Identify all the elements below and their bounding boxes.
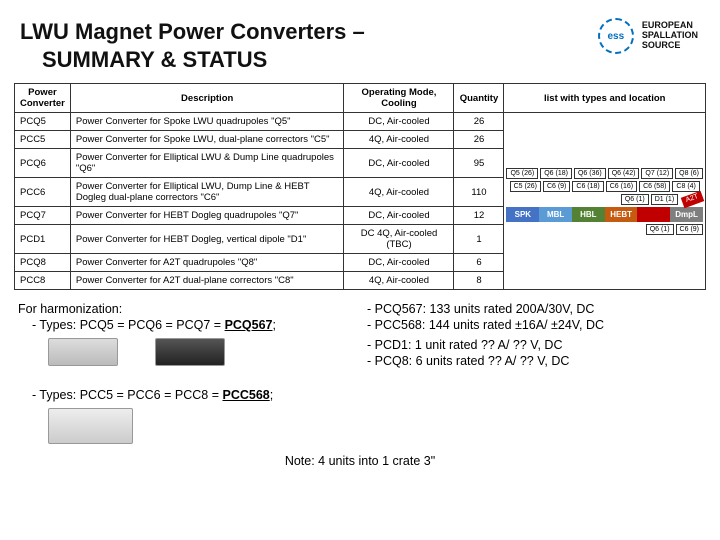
table-cell: Power Converter for Spoke LWU, dual-plan… (70, 131, 344, 149)
table-cell: 26 (454, 131, 504, 149)
type-line-1: - Types: PCQ5 = PCQ6 = PCQ7 = PCQ567; (18, 318, 353, 332)
diagram-box: C6 (9) (543, 181, 570, 192)
diagram-box: Q7 (12) (641, 168, 673, 179)
diagram-box: C8 (4) (672, 181, 699, 192)
table-cell: PCQ5 (15, 113, 71, 131)
spec-line-4: - PCQ8: 6 units rated ?? A/ ?? V, DC (367, 354, 702, 368)
diagram-box: C6 (18) (572, 181, 603, 192)
table-cell: 4Q, Air-cooled (344, 272, 454, 290)
segment: MBL (539, 207, 572, 222)
table-cell: DC 4Q, Air-cooled (TBC) (344, 225, 454, 254)
diagram-box: C6 (9) (676, 224, 703, 235)
table-cell: PCC8 (15, 272, 71, 290)
logo: ess EUROPEAN SPALLATION SOURCE (598, 18, 698, 54)
table-cell: Power Converter for HEBT Dogleg quadrupo… (70, 207, 344, 225)
diagram-box: Q6 (42) (608, 168, 640, 179)
table-cell: DC, Air-cooled (344, 254, 454, 272)
segment: DmpL (670, 207, 703, 222)
table-header: Description (70, 84, 344, 113)
table-cell: 6 (454, 254, 504, 272)
spec-line-2: - PCC568: 144 units rated ±16A/ ±24V, DC (367, 318, 702, 332)
title-line2: SUMMARY & STATUS (20, 46, 365, 74)
table-cell: PCC5 (15, 131, 71, 149)
table-header: Power Converter (15, 84, 71, 113)
table-cell: 1 (454, 225, 504, 254)
device-image-3 (48, 408, 133, 444)
table-cell: Power Converter for A2T dual-plane corre… (70, 272, 344, 290)
footer-note: Note: 4 units into 1 crate 3" (0, 448, 720, 468)
segment: SPK (506, 207, 539, 222)
segment (637, 207, 670, 222)
table-cell: PCQ6 (15, 149, 71, 178)
diagram-box: Q6 (1) (621, 194, 649, 205)
table-cell: Power Converter for A2T quadrupoles "Q8" (70, 254, 344, 272)
diagram-box: Q6 (36) (574, 168, 606, 179)
a2t-badge: A2T (681, 190, 704, 207)
type2-bold: PCC568 (222, 388, 269, 402)
type2-suffix: ; (270, 388, 273, 402)
table-cell: Power Converter for Elliptical LWU, Dump… (70, 178, 344, 207)
table-cell: PCQ7 (15, 207, 71, 225)
table-cell: DC, Air-cooled (344, 149, 454, 178)
diagram-box: Q6 (18) (540, 168, 572, 179)
table-header: Quantity (454, 84, 504, 113)
table-cell: Power Converter for HEBT Dogleg, vertica… (70, 225, 344, 254)
harmonization-heading: For harmonization: (18, 302, 353, 316)
table-cell: DC, Air-cooled (344, 113, 454, 131)
segment: HBL (572, 207, 605, 222)
logo-text: EUROPEAN SPALLATION SOURCE (642, 21, 698, 51)
table-header: Operating Mode, Cooling (344, 84, 454, 113)
harmonization-block: For harmonization: - Types: PCQ5 = PCQ6 … (18, 302, 353, 448)
diagram-box: D1 (1) (651, 194, 678, 205)
table-cell: 4Q, Air-cooled (344, 131, 454, 149)
spec-line-1: - PCQ567: 133 units rated 200A/30V, DC (367, 302, 702, 316)
location-diagram: Q5 (26)Q6 (18)Q6 (36)Q6 (42)Q7 (12)Q8 (6… (506, 168, 703, 235)
diagram-box: C6 (58) (639, 181, 670, 192)
table-cell: 8 (454, 272, 504, 290)
specs-block: - PCQ567: 133 units rated 200A/30V, DC -… (367, 302, 702, 448)
table-cell: 95 (454, 149, 504, 178)
diagram-box: Q5 (26) (506, 168, 538, 179)
diagram-box: Q8 (6) (675, 168, 703, 179)
title-line1: LWU Magnet Power Converters – (20, 19, 365, 44)
type1-bold: PCQ567 (225, 318, 273, 332)
table-cell: PCD1 (15, 225, 71, 254)
type1-suffix: ; (273, 318, 276, 332)
diagram-box: C6 (16) (606, 181, 637, 192)
page-title: LWU Magnet Power Converters – SUMMARY & … (20, 18, 365, 73)
table-cell: 12 (454, 207, 504, 225)
table-cell: 110 (454, 178, 504, 207)
converter-table: Power ConverterDescriptionOperating Mode… (14, 83, 706, 290)
logo-icon: ess (598, 18, 634, 54)
diagram-box: Q6 (1) (646, 224, 674, 235)
table-cell: PCQ8 (15, 254, 71, 272)
logo-text-3: SOURCE (642, 41, 698, 51)
table-cell: 26 (454, 113, 504, 131)
segment: HEBT (605, 207, 638, 222)
diagram-cell: Q5 (26)Q6 (18)Q6 (36)Q6 (42)Q7 (12)Q8 (6… (504, 113, 706, 290)
device-image-1 (48, 338, 118, 366)
type2-prefix: - Types: PCC5 = PCC6 = PCC8 = (32, 388, 222, 402)
table-cell: PCC6 (15, 178, 71, 207)
table-cell: 4Q, Air-cooled (344, 178, 454, 207)
spec-line-3: - PCD1: 1 unit rated ?? A/ ?? V, DC (367, 338, 702, 352)
table-cell: Power Converter for Elliptical LWU & Dum… (70, 149, 344, 178)
device-image-2 (155, 338, 225, 366)
table-header: list with types and location (504, 84, 706, 113)
type-line-2: - Types: PCC5 = PCC6 = PCC8 = PCC568; (18, 388, 353, 402)
table-cell: DC, Air-cooled (344, 207, 454, 225)
type1-prefix: - Types: PCQ5 = PCQ6 = PCQ7 = (32, 318, 225, 332)
table-row: PCQ5Power Converter for Spoke LWU quadru… (15, 113, 706, 131)
diagram-box: C5 (26) (510, 181, 541, 192)
table-cell: Power Converter for Spoke LWU quadrupole… (70, 113, 344, 131)
